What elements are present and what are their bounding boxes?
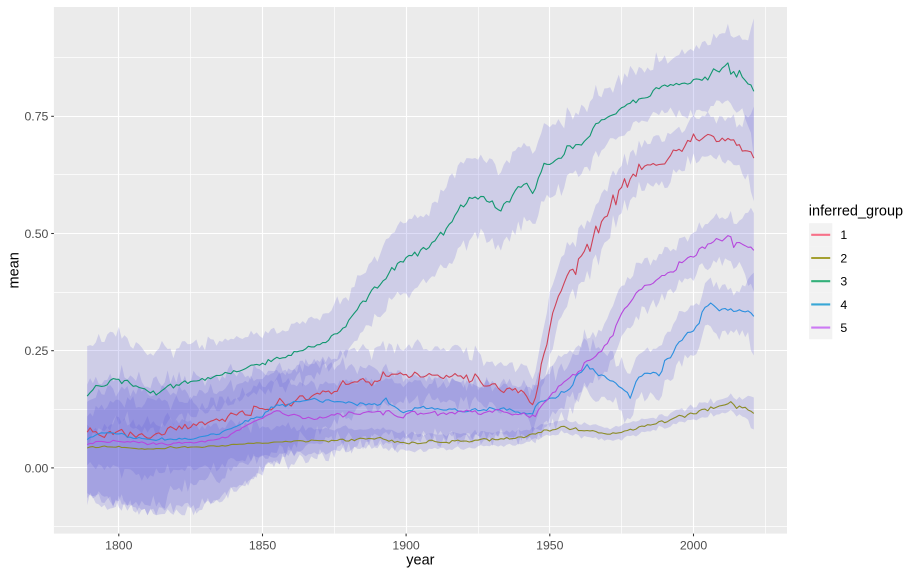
svg-text:5: 5 bbox=[840, 321, 847, 335]
svg-text:1850: 1850 bbox=[249, 539, 277, 553]
svg-text:mean: mean bbox=[7, 252, 23, 288]
svg-text:1: 1 bbox=[840, 228, 847, 242]
svg-text:0.50: 0.50 bbox=[24, 227, 48, 241]
svg-text:0.75: 0.75 bbox=[24, 110, 48, 124]
svg-text:0.00: 0.00 bbox=[24, 461, 48, 475]
svg-text:0.25: 0.25 bbox=[24, 344, 48, 358]
svg-text:1800: 1800 bbox=[105, 539, 133, 553]
svg-text:inferred_group: inferred_group bbox=[809, 203, 903, 219]
svg-text:2000: 2000 bbox=[680, 539, 708, 553]
svg-text:1950: 1950 bbox=[536, 539, 564, 553]
svg-text:1900: 1900 bbox=[392, 539, 420, 553]
svg-text:4: 4 bbox=[840, 298, 847, 312]
svg-text:2: 2 bbox=[840, 251, 847, 265]
svg-text:3: 3 bbox=[840, 275, 847, 289]
svg-text:year: year bbox=[406, 553, 434, 569]
